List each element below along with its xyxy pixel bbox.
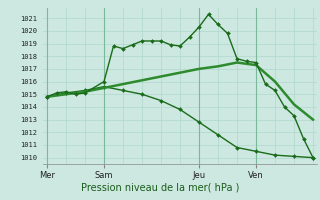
Text: Pression niveau de la mer( hPa ): Pression niveau de la mer( hPa ) [81,182,239,192]
